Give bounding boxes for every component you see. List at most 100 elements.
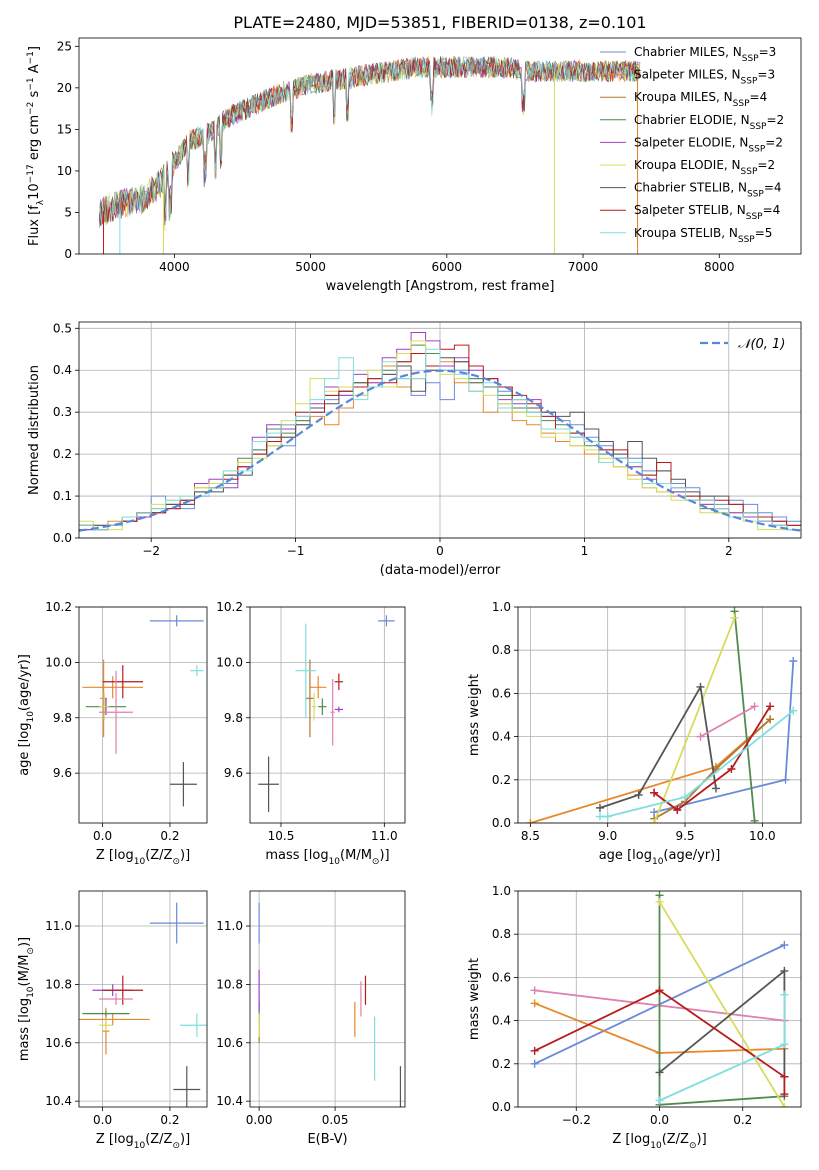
legend-label-tail: =2 — [766, 113, 784, 127]
y-axis-label-part: −1 — [26, 77, 36, 90]
y-tick-label: 0.2 — [492, 773, 511, 787]
y-tick-label: 0.2 — [53, 447, 72, 461]
weight-marker — [730, 613, 739, 622]
y-tick-label: 11.0 — [216, 919, 243, 933]
axes-frame — [78, 890, 208, 1108]
spectrum-line — [99, 56, 641, 228]
legend-label-sub: SSP — [747, 190, 764, 200]
plot-area — [82, 615, 204, 807]
x-axis-label-part: )] — [180, 848, 190, 863]
error-bar-point — [334, 673, 343, 691]
y-tick-label: 0.1 — [53, 489, 72, 503]
x-tick-label: 10.0 — [749, 829, 776, 843]
legend-label-tail: =2 — [765, 135, 783, 149]
weight-marker — [530, 999, 539, 1008]
y-tick-label: 0.0 — [53, 531, 72, 545]
spectrum-line — [99, 56, 641, 226]
weight-marker — [789, 657, 798, 665]
y-tick-label: 0.8 — [492, 927, 511, 941]
x-axis-label: Z [log10(Z/Z⊙)] — [96, 848, 190, 867]
y-axis-label-part: −2 — [26, 102, 36, 115]
weight-line — [658, 969, 786, 1077]
y-tick-label: 10.4 — [216, 1094, 243, 1108]
legend-label: Salpeter ELODIE, NSSP=2 — [634, 135, 783, 154]
weight-line — [700, 705, 756, 738]
weight-marker — [530, 1059, 539, 1068]
x-tick-label: −2 — [142, 544, 160, 558]
y-axis-label: Normed distribution — [27, 365, 42, 495]
y-tick-label: 10.2 — [45, 600, 72, 614]
error-bar-point — [318, 698, 327, 715]
y-axis-label-part: (age/yr)] — [17, 654, 32, 711]
y-axis-label-part: erg cm — [27, 115, 42, 164]
y-axis-label-part: mass [log — [17, 998, 32, 1061]
weight-marker — [595, 812, 604, 821]
error-bar-point — [312, 692, 317, 721]
x-tick-label: 9.5 — [675, 829, 694, 843]
legend-label-main: Kroupa MILES, N — [634, 90, 733, 104]
error-bar-point — [149, 902, 204, 944]
x-axis-label-part: Z [log — [96, 1132, 134, 1147]
legend-label-sub: SSP — [738, 235, 755, 245]
weight-marker — [780, 1072, 789, 1081]
plot-area — [79, 332, 801, 532]
error-bar-point — [99, 692, 110, 721]
y-tick-label: 10.8 — [45, 977, 72, 991]
error-bar-point — [309, 676, 327, 699]
x-tick-label: 8.5 — [521, 829, 540, 843]
y-tick-label: 10.0 — [45, 655, 72, 669]
x-tick-label: 0.05 — [322, 1113, 349, 1127]
weight-marker — [655, 1068, 664, 1077]
mass-weight-vs-metallicity-panel: −0.2 0.0 0.2 0.0 0.2 0.4 0.6 0.8 1.0 Z [log10(Z/Z… — [467, 884, 802, 1151]
weight-line — [600, 709, 794, 818]
weight-marker — [727, 765, 736, 773]
legend-label-tail: =3 — [757, 68, 775, 82]
age-vs-mass-panel: 10.5 11.0 9.6 9.8 10.0 10.2 mass [log10(M/M⊙)] — [216, 600, 406, 867]
weight-marker — [595, 803, 604, 812]
x-tick-label: 0.0 — [93, 1113, 112, 1127]
y-tick-label: 1.0 — [492, 600, 511, 614]
weight-marker — [780, 1040, 789, 1049]
x-axis-label-part: (Z/Z — [145, 1132, 172, 1147]
x-axis-label: Z [log10(Z/Z⊙)] — [612, 1132, 706, 1151]
legend-label-sub: SSP — [733, 99, 750, 109]
x-tick-label: 0.00 — [246, 1113, 273, 1127]
y-tick-label: 5 — [64, 205, 72, 219]
x-tick-label: −0.2 — [562, 1113, 591, 1127]
legend-label: Kroupa STELIB, NSSP=5 — [634, 226, 772, 245]
weight-marker — [696, 682, 705, 691]
axes-frame — [517, 606, 802, 824]
legend-label-tail: =2 — [757, 158, 775, 172]
y-tick-label: 0.4 — [492, 730, 511, 744]
error-bar-point — [330, 679, 335, 746]
x-axis-label-part: 10 — [134, 1141, 146, 1151]
mass-vs-extinction-panel: 0.00 0.05 10.4 10.6 10.8 11.0 E(B-V) — [216, 890, 406, 1147]
x-axis-label: (data-model)/error — [380, 563, 501, 578]
y-axis-label: mass weight — [467, 674, 482, 756]
error-bar-point — [258, 756, 279, 812]
legend-label-sub: SSP — [750, 122, 767, 132]
y-axis-label: mass [log10(M/M⊙)] — [17, 937, 36, 1061]
axes-frame — [78, 606, 208, 824]
x-axis-label-part: 10 — [652, 857, 664, 867]
y-tick-label: 10.0 — [216, 655, 243, 669]
x-tick-label: 9.0 — [598, 829, 617, 843]
weight-marker — [530, 986, 539, 995]
y-axis-label-part: s — [27, 90, 42, 101]
legend-label-main: Kroupa STELIB, N — [634, 226, 738, 240]
weight-marker — [526, 819, 535, 823]
error-bar-point — [305, 659, 315, 738]
x-tick-label: −1 — [287, 544, 305, 558]
y-tick-label: 10.6 — [216, 1036, 243, 1050]
gaussian-curve — [79, 369, 801, 532]
plot-area — [258, 615, 395, 812]
plot-area — [526, 607, 798, 823]
legend-label-tail: =4 — [750, 90, 768, 104]
x-tick-label: 1 — [581, 544, 589, 558]
y-tick-label: 9.8 — [53, 711, 72, 725]
y-axis-label-part: A — [27, 64, 42, 77]
y-tick-label: 0.0 — [492, 816, 511, 830]
error-bar-point — [102, 975, 143, 1005]
y-axis-label: mass weight — [467, 958, 482, 1040]
spectrum-line — [99, 56, 641, 224]
